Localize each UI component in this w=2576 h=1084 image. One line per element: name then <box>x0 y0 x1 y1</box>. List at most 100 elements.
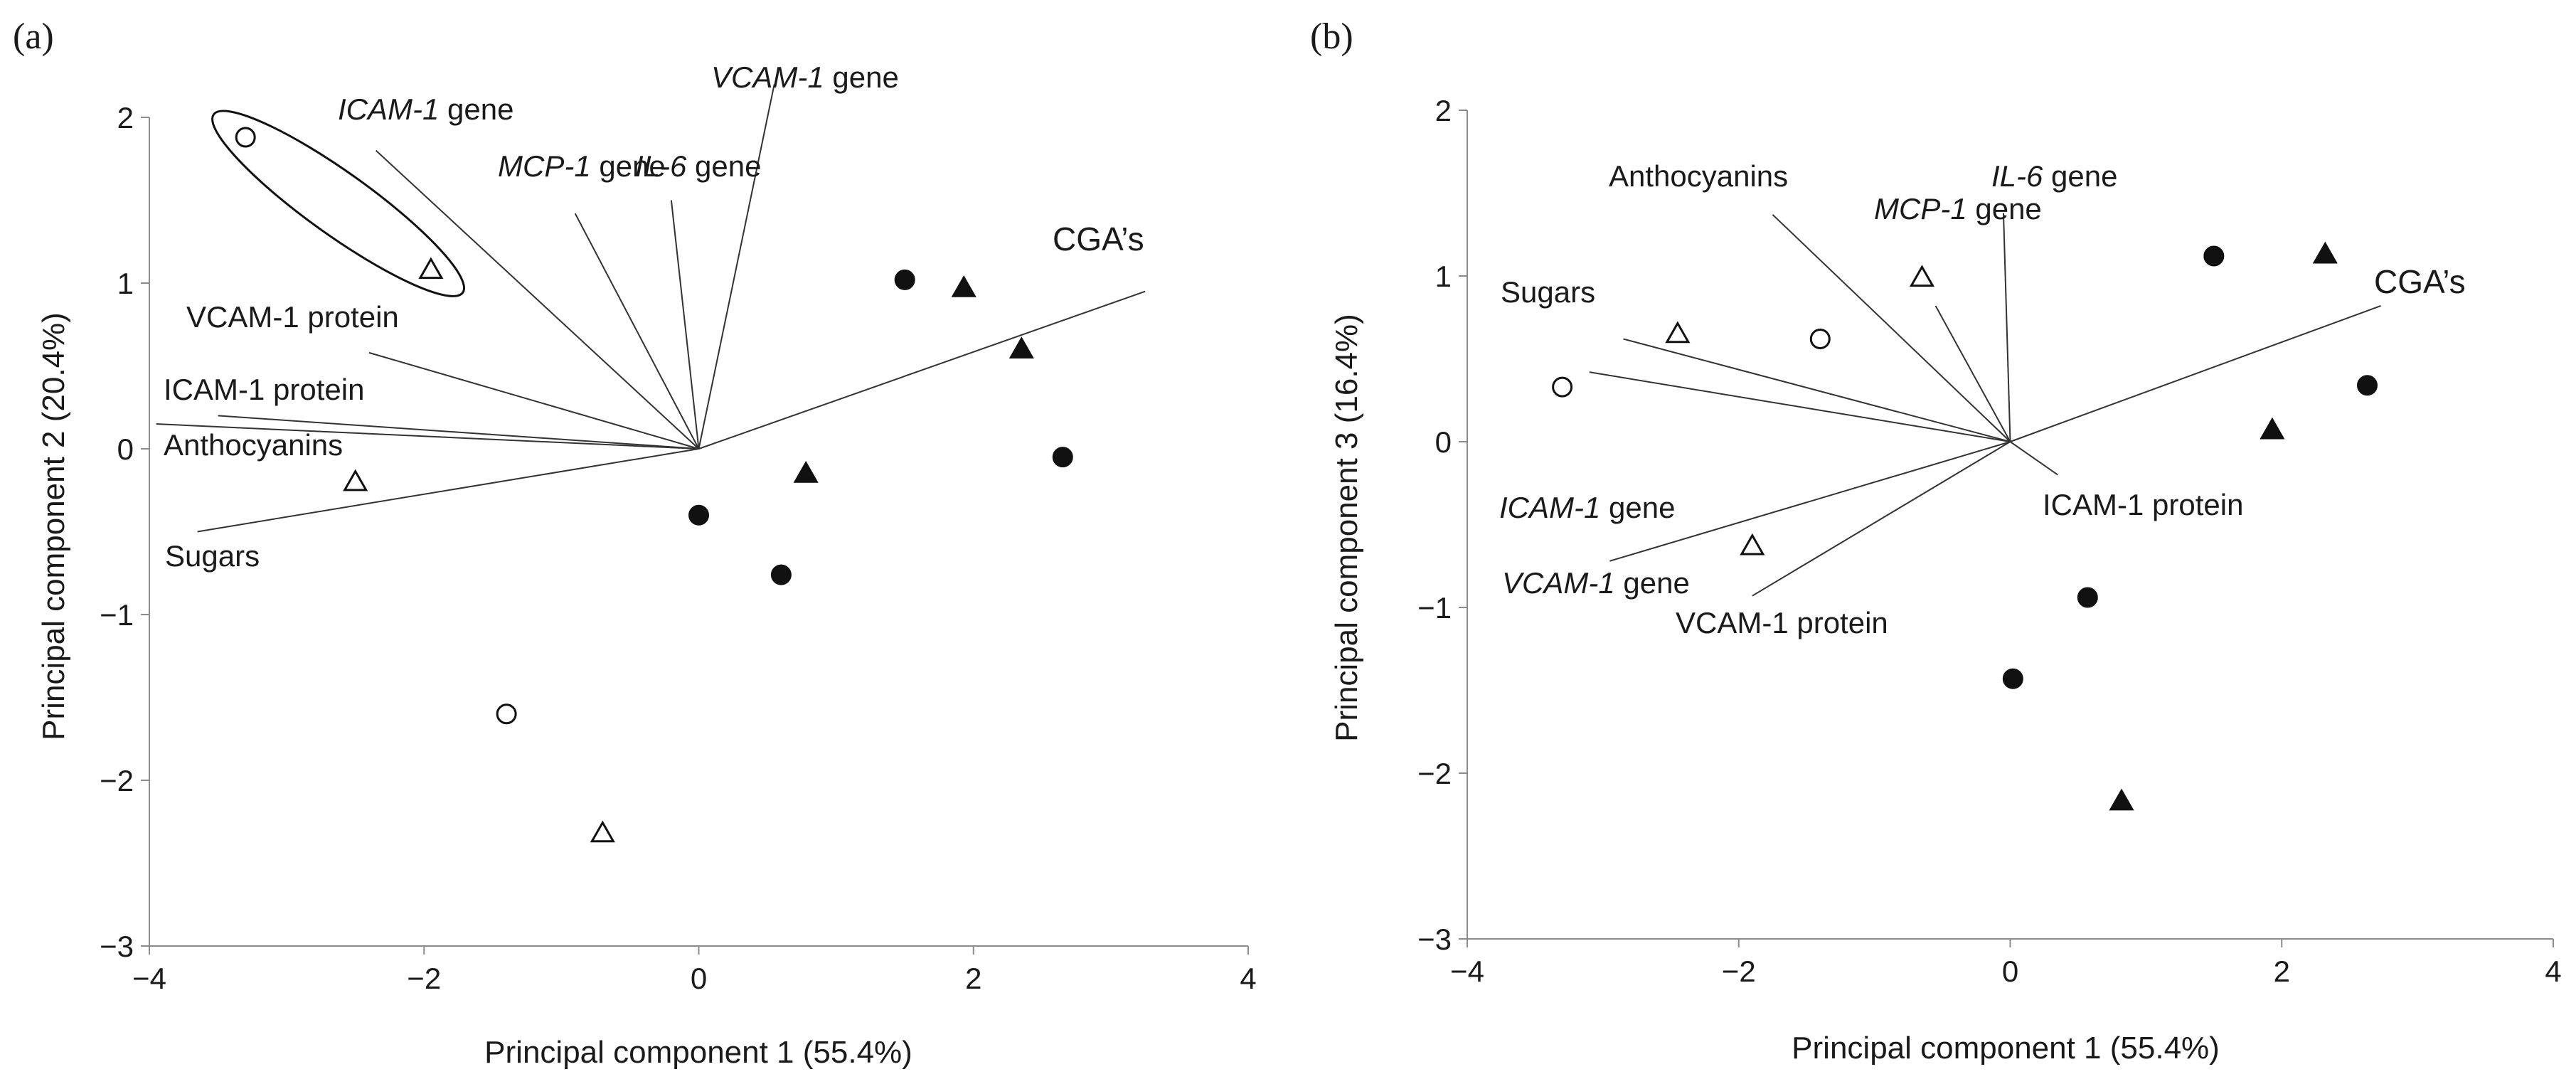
filled-triangle-point <box>951 275 976 297</box>
loading-line-mcp1-gene <box>574 213 700 450</box>
label-cgas: CGA’s <box>2374 263 2466 300</box>
label-anthocyanins: Anthocyanins <box>164 428 343 462</box>
open-circle-point <box>1809 329 1831 350</box>
filled-triangle-point <box>2312 241 2338 264</box>
panel-a-x-axis-label: Principal component 1 (55.4%) <box>484 1035 912 1070</box>
loading-line-icam1-protein <box>218 415 699 450</box>
label-mcp1-gene: MCP-1 gene <box>498 149 666 183</box>
x-tick-label: 0 <box>691 962 707 995</box>
open-circle-point <box>235 127 256 148</box>
panel-b-points <box>1552 241 2378 811</box>
x-tick-label: −4 <box>1450 955 1484 988</box>
filled-triangle-point <box>2109 788 2134 811</box>
open-triangle-point <box>1665 321 1691 344</box>
x-tick-label: 2 <box>2274 955 2290 988</box>
panel-a-loading-labels: ICAM-1 gene MCP-1 gene IL-6 gene VCAM-1 … <box>164 60 1144 573</box>
label-icam1-protein: ICAM-1 protein <box>164 373 364 406</box>
label-sugars: VCAM-1 gene <box>1502 566 1690 600</box>
label-cgas: CGA’s <box>1053 220 1144 257</box>
panel-b-loading-lines <box>1589 213 2381 597</box>
open-triangle-point <box>343 469 368 491</box>
highlight-ellipse <box>211 110 466 297</box>
panel-a: (a) Principal component 1 (55.4%) Princi… <box>13 16 1257 1070</box>
loading-line-il6-gene <box>670 200 700 450</box>
y-tick-label: 0 <box>117 432 134 466</box>
panel-a-y-axis-label: Principal component 2 (20.4%) <box>36 312 71 740</box>
open-circle-point <box>496 703 517 725</box>
loading-line-il6-gene <box>2002 213 2011 442</box>
filled-circle-point <box>894 269 915 290</box>
loading-line-vcam1-protein <box>368 351 699 450</box>
panel-a-axes: −4 −2 0 2 4 −3 −2 −1 0 1 2 <box>100 101 1257 995</box>
label-vcam1-gene: VCAM-1 gene <box>711 60 899 94</box>
y-tick-label: 2 <box>117 101 134 134</box>
loading-line-vcam1-gene <box>1623 338 2011 442</box>
x-tick-label: −4 <box>132 962 166 995</box>
label-icam1-protein: Sugars <box>1501 275 1595 309</box>
loading-line-vcam1-protein <box>1589 371 2011 442</box>
filled-circle-point <box>2077 587 2098 608</box>
panel-b-label: (b) <box>1310 16 1353 57</box>
loading-line-cgas <box>2010 305 2381 442</box>
filled-circle-point <box>1052 447 1073 468</box>
x-tick-label: 4 <box>2545 955 2561 988</box>
label-icam1-gene: VCAM-1 protein <box>1676 606 1888 639</box>
y-tick-label: −3 <box>100 930 134 963</box>
label-vcam1-protein: Anthocyanins <box>1609 159 1788 193</box>
loading-line-sugars <box>2009 441 2058 476</box>
label-il6-gene: IL-6 gene <box>635 149 761 183</box>
filled-circle-point <box>2002 668 2023 689</box>
x-tick-label: 0 <box>2002 955 2018 988</box>
panel-a-points <box>235 127 1073 843</box>
label-anthocyanins: ICAM-1 gene <box>1499 491 1675 524</box>
y-tick-label: −1 <box>100 598 134 632</box>
label-il6-gene: IL-6 gene <box>1991 159 2117 193</box>
loading-line-mcp1-gene <box>1934 305 2011 442</box>
y-tick-label: 1 <box>1435 260 1452 293</box>
open-triangle-point <box>1909 265 1935 287</box>
panel-b-x-axis-label: Principal component 1 (55.4%) <box>1792 1031 2220 1066</box>
loading-line-icam1-gene <box>375 149 700 450</box>
loading-line-vcam1-gene <box>698 84 775 450</box>
open-triangle-point <box>590 820 615 843</box>
y-tick-label: −2 <box>1417 757 1452 790</box>
filled-triangle-point <box>1008 336 1034 358</box>
y-tick-label: 1 <box>117 267 134 300</box>
filled-circle-point <box>2203 245 2225 267</box>
filled-circle-point <box>2357 375 2378 396</box>
label-vcam1-protein: VCAM-1 protein <box>186 300 399 334</box>
y-tick-label: −2 <box>100 764 134 797</box>
filled-circle-point <box>688 504 709 526</box>
y-tick-label: 0 <box>1435 425 1452 459</box>
panel-b-loading-labels: Anthocyanins MCP-1 gene IL-6 gene Sugars… <box>1499 159 2466 639</box>
loading-line-anthocyanins <box>156 423 699 450</box>
y-tick-label: −3 <box>1417 923 1452 956</box>
panel-b-y-axis-label: Principal component 3 (16.4%) <box>1329 314 1364 742</box>
panel-b: (b) Principal component 1 (55.4%) Princi… <box>1310 16 2562 1066</box>
panel-b-axes: −4 −2 0 2 4 −3 −2 −1 0 1 2 <box>1417 94 2562 988</box>
filled-triangle-point <box>793 460 819 483</box>
panel-a-annotations <box>211 110 466 297</box>
label-sugars: Sugars <box>165 539 260 573</box>
open-triangle-point <box>1740 533 1765 556</box>
loading-line-anthocyanins <box>1752 441 2011 597</box>
panel-a-loading-lines <box>156 84 1146 533</box>
filled-triangle-point <box>2260 417 2285 440</box>
label-mcp1-gene: MCP-1 gene <box>1874 192 2042 225</box>
loading-line-sugars <box>197 448 699 533</box>
loading-line-icam1-protein <box>1609 441 2011 562</box>
filled-circle-point <box>770 564 792 585</box>
x-tick-label: 2 <box>965 962 981 995</box>
panel-a-label: (a) <box>13 16 54 57</box>
loading-line-icam1-gene <box>1772 214 2011 442</box>
loading-line-cgas <box>698 290 1146 450</box>
x-tick-label: −2 <box>407 962 441 995</box>
x-tick-label: 4 <box>1240 962 1256 995</box>
y-tick-label: 2 <box>1435 94 1452 127</box>
open-circle-point <box>1552 376 1573 398</box>
y-tick-label: −1 <box>1417 591 1452 625</box>
label-vcam1-gene: ICAM-1 protein <box>2043 488 2243 521</box>
label-icam1-gene: ICAM-1 gene <box>338 92 513 126</box>
open-triangle-point <box>418 257 444 280</box>
